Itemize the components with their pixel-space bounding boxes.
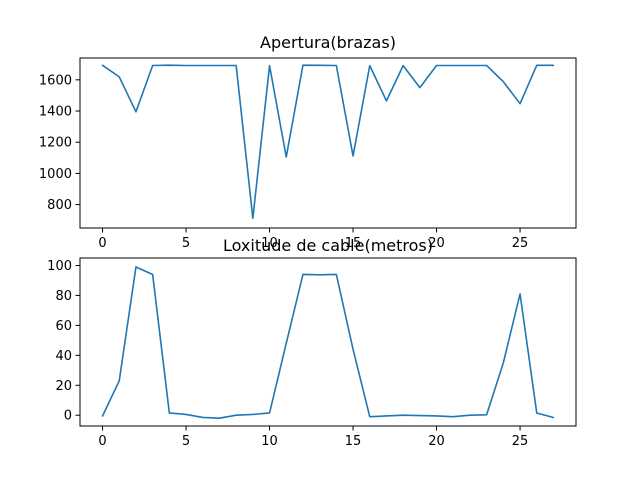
y-tick-label: 0 — [64, 409, 72, 424]
y-tick-label: 100 — [47, 259, 72, 274]
plot-frame — [79, 257, 577, 427]
x-tick-label: 20 — [428, 236, 445, 251]
x-tick-label: 0 — [98, 236, 106, 251]
x-tick-label: 15 — [345, 236, 362, 251]
y-tick-label: 1600 — [39, 73, 72, 88]
y-tick-label: 80 — [55, 289, 72, 304]
x-tick-label: 25 — [512, 434, 529, 449]
x-tick-label: 0 — [98, 434, 106, 449]
series-line — [101, 64, 555, 220]
y-tick-label: 1000 — [39, 167, 72, 182]
y-tick-label: 800 — [47, 198, 72, 213]
x-tick-label: 5 — [182, 236, 190, 251]
y-tick-label: 1400 — [39, 105, 72, 120]
x-tick-label: 5 — [182, 434, 190, 449]
y-tick-label: 60 — [55, 319, 72, 334]
x-tick-label: 20 — [428, 434, 445, 449]
y-tick-label: 1200 — [39, 136, 72, 151]
y-tick-label: 20 — [55, 379, 72, 394]
x-tick-label: 15 — [345, 434, 362, 449]
chart-apertura: 0 5 10 15 20 25 800 1000 1200 1400 1600 Apertura(br… — [39, 33, 577, 251]
chart-title: Apertura(brazas) — [260, 33, 396, 52]
chart-title: Loxitude de cable(metros) — [223, 236, 433, 255]
x-tick-label: 25 — [512, 236, 529, 251]
x-tick-label: 10 — [261, 236, 278, 251]
y-tick-label: 40 — [55, 349, 72, 364]
plot-frame — [79, 57, 577, 229]
series-line — [101, 266, 555, 420]
x-tick-label: 10 — [261, 434, 278, 449]
